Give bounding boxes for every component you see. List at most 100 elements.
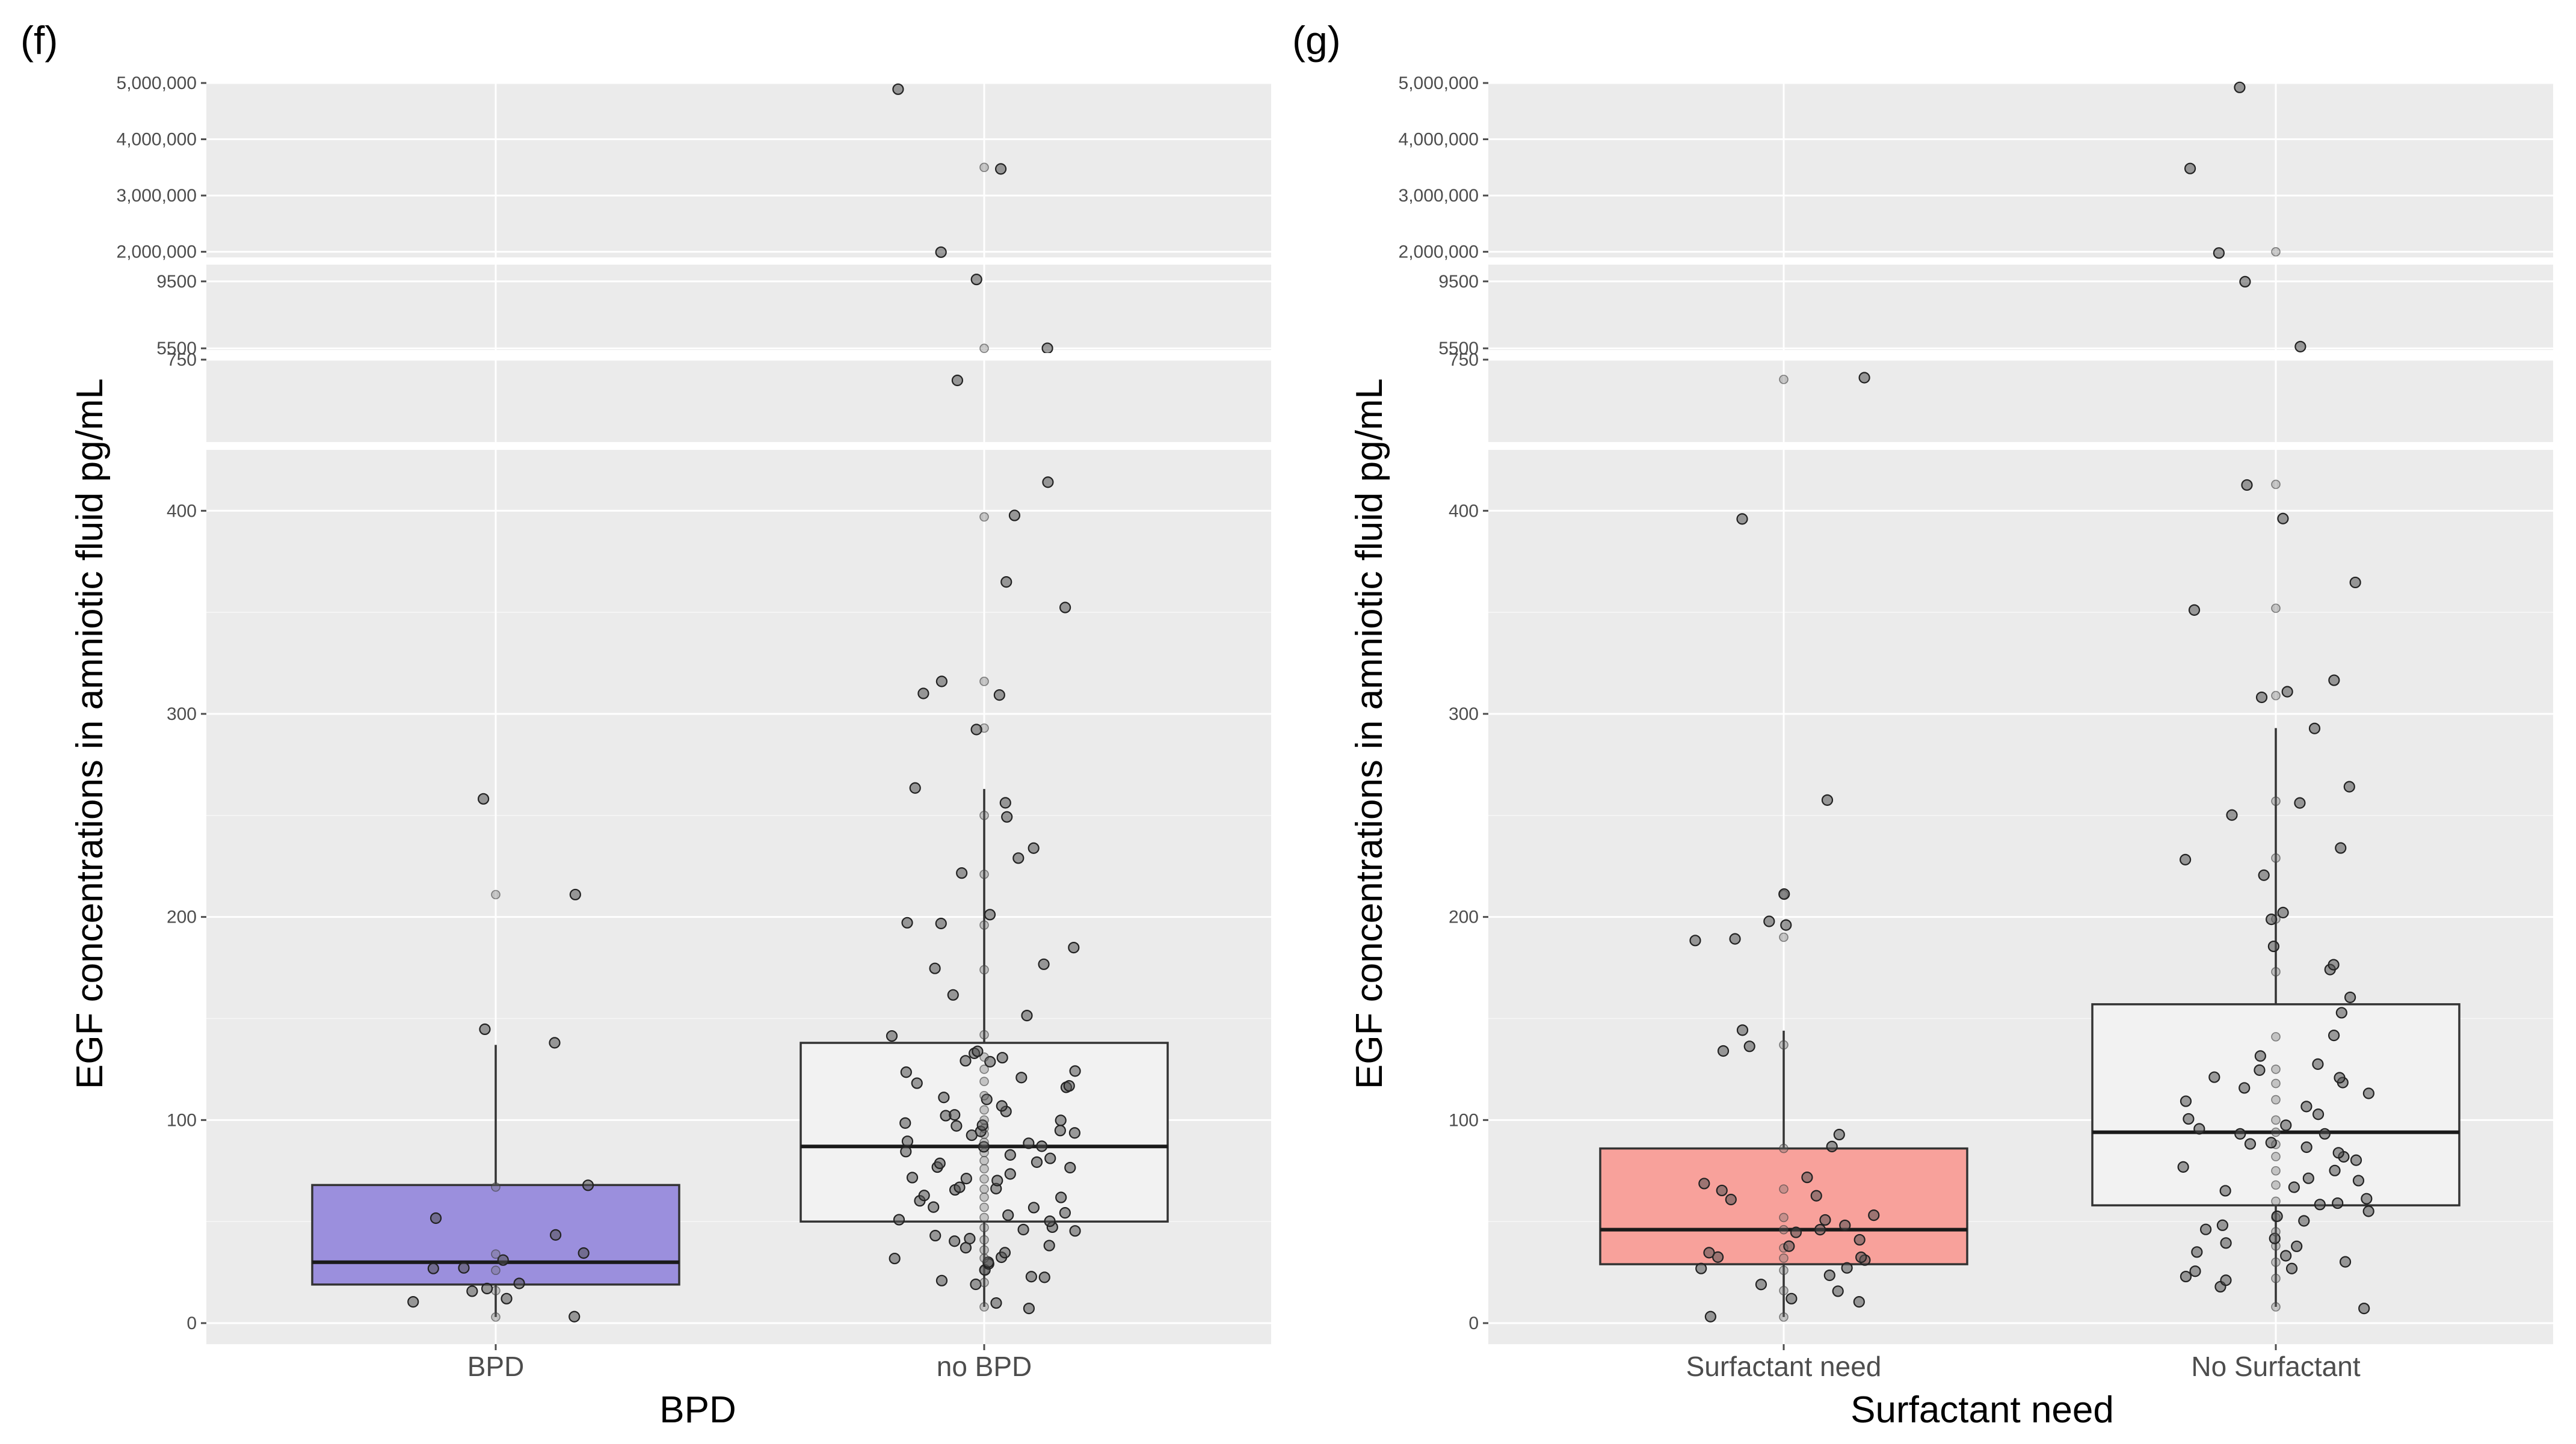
outlier-point	[2271, 1078, 2281, 1089]
data-point	[1042, 476, 1054, 488]
data-point	[1717, 1045, 1730, 1057]
data-point	[960, 1173, 972, 1185]
data-point	[2180, 1095, 2192, 1107]
x-tick-label-f-1: no BPD	[937, 1351, 1032, 1382]
data-point	[2302, 1172, 2314, 1184]
data-point	[960, 1055, 972, 1067]
data-point	[2280, 1250, 2292, 1262]
outlier-point	[979, 1077, 989, 1086]
data-point	[2339, 1256, 2352, 1268]
data-point	[1021, 1010, 1033, 1022]
outlier-point	[2271, 1152, 2281, 1161]
data-point	[901, 917, 913, 929]
data-point	[886, 1030, 898, 1042]
y-tick-label-f: 3,000,000	[117, 186, 197, 206]
y-tick-label-f: 0	[186, 1313, 197, 1333]
data-point	[1704, 1310, 1716, 1323]
data-point	[2294, 797, 2306, 809]
data-point	[1839, 1219, 1851, 1232]
plot-background-g-3	[1488, 83, 2553, 257]
data-point	[2254, 1064, 2266, 1076]
axis-break	[204, 353, 1274, 357]
outlier-point	[2271, 1065, 2281, 1074]
outlier-point	[979, 1184, 989, 1194]
data-point	[2332, 1147, 2344, 1159]
data-point	[1028, 842, 1040, 854]
data-point	[407, 1296, 419, 1308]
data-point	[893, 1214, 905, 1226]
data-point	[1823, 1269, 1835, 1282]
data-point	[991, 1175, 1003, 1187]
y-tick-label-f: 2,000,000	[117, 242, 197, 262]
data-point	[899, 1117, 911, 1129]
data-point	[996, 1052, 1008, 1064]
data-point	[2177, 1161, 2189, 1173]
data-point	[2300, 1101, 2313, 1113]
data-point	[951, 374, 964, 387]
axis-break	[204, 259, 1274, 263]
panel-label-f: (f)	[20, 18, 58, 63]
data-point	[1783, 1240, 1795, 1252]
data-point	[569, 888, 581, 901]
data-point	[2244, 1138, 2257, 1150]
data-point	[2280, 1119, 2292, 1131]
data-point	[2213, 247, 2225, 259]
outlier-point	[1779, 1312, 1789, 1322]
data-point	[2362, 1087, 2374, 1099]
box-no-surfactant	[2091, 1003, 2460, 1206]
data-point	[497, 1254, 509, 1266]
outlier-point	[979, 1164, 989, 1174]
data-point	[2312, 1108, 2325, 1120]
data-point	[2193, 1123, 2205, 1135]
outlier-point	[2271, 479, 2281, 490]
data-point	[578, 1247, 590, 1259]
outlier-point	[2271, 690, 2281, 701]
outlier-point	[1779, 1253, 1789, 1263]
data-point	[947, 989, 959, 1001]
outlier-point	[491, 1286, 501, 1295]
y-tick-label-f: 200	[167, 908, 197, 927]
data-point	[1801, 1172, 1813, 1184]
data-point	[2191, 1246, 2203, 1258]
data-point	[2226, 809, 2238, 821]
data-point	[999, 797, 1011, 809]
outlier-point	[979, 677, 989, 686]
data-point	[2267, 940, 2279, 953]
data-point	[1069, 1065, 1081, 1077]
outlier-point	[2271, 603, 2281, 613]
outlier-point	[979, 1235, 989, 1245]
data-point	[2254, 1050, 2266, 1062]
data-point	[2188, 604, 2201, 616]
data-point	[2234, 81, 2246, 93]
data-point	[976, 1119, 988, 1131]
y-tick-label-g: 750	[1449, 350, 1479, 370]
data-point	[1017, 1223, 1029, 1236]
data-point	[1015, 1072, 1028, 1084]
y-tick-label-g: 0	[1468, 1313, 1479, 1333]
data-point	[2184, 162, 2196, 174]
plot-background-f-3	[206, 83, 1271, 257]
data-point	[901, 1135, 914, 1148]
data-point	[1814, 1223, 1826, 1236]
data-point	[1736, 1024, 1749, 1036]
axis-break	[1486, 353, 2556, 357]
y-tick-label-f: 100	[167, 1110, 197, 1130]
data-point	[1810, 1190, 1822, 1202]
data-point	[1778, 888, 1790, 900]
outlier-point	[2271, 1227, 2281, 1237]
data-point	[2239, 1082, 2251, 1094]
data-point	[1038, 958, 1050, 970]
panel-label-g: (g)	[1292, 18, 1341, 63]
data-point	[949, 1235, 961, 1247]
data-point	[1855, 1251, 1867, 1264]
outlier-point	[979, 965, 989, 975]
y-tick-label-g: 300	[1449, 704, 1479, 724]
data-point	[900, 1066, 912, 1078]
data-point	[2220, 1237, 2232, 1249]
outlier-point	[979, 1202, 989, 1212]
outlier-point	[2271, 1257, 2281, 1267]
axis-break	[1486, 259, 2556, 263]
data-point	[2180, 1270, 2192, 1283]
data-point	[2308, 722, 2321, 734]
y-tick-label-g: 5500	[1438, 339, 1479, 358]
